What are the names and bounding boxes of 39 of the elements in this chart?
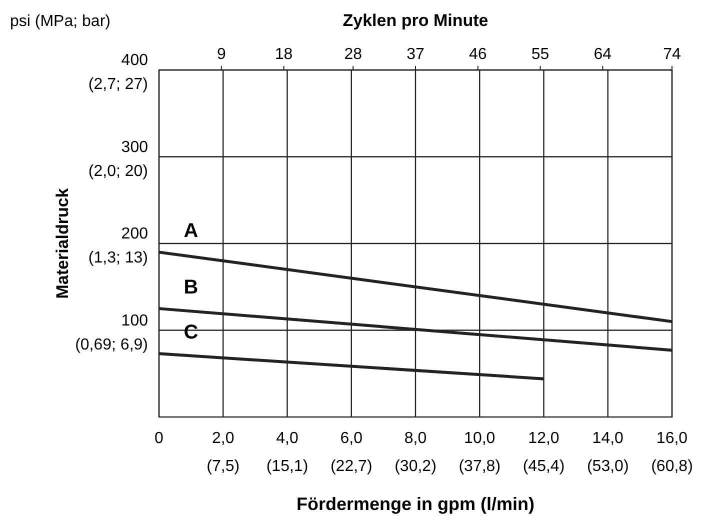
x2-tick-label: 28: [344, 46, 362, 63]
text: (60,8): [651, 458, 693, 475]
x2-tick-label: 18: [274, 46, 293, 63]
y-tick-label: 100: [121, 312, 148, 330]
text: (0,69; 6,9): [75, 336, 148, 354]
text: (45,4): [522, 458, 565, 475]
text: (30,2): [394, 458, 436, 475]
text: (7,5): [206, 458, 240, 475]
text: (37,8): [458, 458, 501, 475]
text: (22,7): [330, 458, 372, 475]
x-tick-label: 0: [154, 430, 164, 447]
text: (1,3; 13): [88, 250, 148, 266]
x2-axis-title: Zyklen pro Minute: [342, 11, 488, 30]
text: (53,0): [586, 458, 629, 475]
y-tick-label: 200: [121, 226, 148, 242]
text: (2,7; 27): [88, 76, 148, 93]
x2-tick-label: 46: [468, 46, 487, 63]
x2-tick-label: 55: [531, 46, 550, 63]
x-tick-label: 16,0: [656, 430, 688, 447]
y-axis-title: Materialdruck: [53, 188, 72, 299]
x-tick-label: 8,0: [404, 430, 427, 447]
y-tick-label: 300: [121, 138, 148, 156]
x-tick-label: 4,0: [276, 430, 298, 447]
text: (15,1): [266, 458, 308, 475]
x-tick-label: 14,0: [592, 430, 624, 447]
x2-tick-label: 9: [216, 46, 226, 63]
y-tick-label: 400: [121, 52, 148, 69]
x-tick-label: 2,0: [212, 430, 234, 447]
x-tick-label: 12,0: [528, 430, 560, 447]
text: psi (MPa; bar): [10, 13, 110, 30]
x2-tick-label: 64: [594, 46, 612, 63]
x-tick-label: 6,0: [340, 430, 363, 447]
x2-tick-label: 37: [406, 46, 424, 63]
x2-tick-label: 74: [663, 46, 681, 63]
series-label: A: [184, 220, 198, 242]
x-tick-label: 10,0: [464, 430, 496, 447]
x-axis-title: Fördermenge in gpm (l/min): [296, 494, 535, 514]
text: (2,0; 20): [88, 162, 148, 180]
series-label: B: [184, 276, 198, 299]
